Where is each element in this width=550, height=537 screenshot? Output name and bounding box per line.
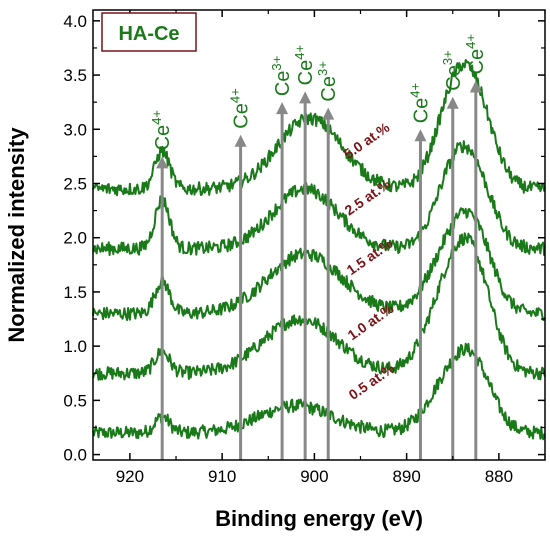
peak-label-element: Ce xyxy=(466,49,488,75)
peak-marker-arrowhead xyxy=(446,96,459,109)
series-label: 5.0 at.% xyxy=(341,119,393,162)
y-tick-label: 1.5 xyxy=(63,283,87,302)
peak-label: Ce4+ xyxy=(463,34,488,74)
peak-label: Ce4+ xyxy=(407,83,432,123)
peak-label-element: Ce xyxy=(410,98,432,124)
x-tick-label: 900 xyxy=(300,467,328,486)
peak-label-element: Ce xyxy=(152,125,174,151)
peak-marker-arrowhead xyxy=(234,134,247,147)
y-tick-label: 3.0 xyxy=(63,120,87,139)
series-line-4 xyxy=(92,140,546,256)
peak-marker-arrowhead xyxy=(322,107,335,120)
peak-marker-arrowhead xyxy=(276,102,289,115)
peak-label: Ce3+ xyxy=(269,56,294,96)
peak-label-element: Ce xyxy=(318,76,340,102)
y-axis-title: Normalized intensity xyxy=(4,127,29,343)
y-tick-label: 0.0 xyxy=(63,446,87,465)
peak-label-element: Ce xyxy=(231,103,253,129)
y-tick-label: 2.5 xyxy=(63,174,87,193)
inset-box-border xyxy=(101,12,197,52)
y-tick-label: 4.0 xyxy=(63,12,87,31)
peak-label-oxidation-state: 4+ xyxy=(463,34,478,49)
x-tick-label: 890 xyxy=(392,467,420,486)
peak-label-element: Ce xyxy=(295,60,317,86)
peak-label: Ce3+ xyxy=(440,50,465,90)
x-tick-label: 920 xyxy=(116,467,144,486)
series-label: 2.5 at.% xyxy=(342,175,394,218)
peak-label-oxidation-state: 4+ xyxy=(407,83,422,98)
y-tick-label: 1.0 xyxy=(63,337,87,356)
peak-marker-arrowhead xyxy=(469,80,482,93)
peak-marker-arrowhead xyxy=(414,129,427,142)
series-line-2 xyxy=(92,232,546,381)
peak-label-oxidation-state: 3+ xyxy=(315,61,330,76)
inset-title: HA-Ce xyxy=(118,23,179,45)
series-line-5 xyxy=(92,59,546,197)
peak-label-oxidation-state: 4+ xyxy=(149,110,164,125)
y-tick-label: 3.5 xyxy=(63,66,87,85)
peak-label: Ce4+ xyxy=(292,45,317,85)
series-group xyxy=(92,59,546,441)
inset-legend-box: HA-Ce xyxy=(101,12,197,52)
peak-marker-arrowhead xyxy=(156,156,169,169)
x-tick-label: 880 xyxy=(485,467,513,486)
peak-label-element: Ce xyxy=(272,71,294,97)
axis-group: 920 910 900 890 880 0.0 0.5 1.0 1.5 2.0 2.5 3.0 3.5 4… xyxy=(63,10,546,486)
peak-label-oxidation-state: 4+ xyxy=(292,45,307,60)
peak-label-element: Ce xyxy=(443,65,465,91)
peak-label-oxidation-state: 4+ xyxy=(228,88,243,103)
y-tick-label: 0.5 xyxy=(63,391,87,410)
series-line-1 xyxy=(92,342,546,441)
x-axis-title: Binding energy (eV) xyxy=(215,506,423,531)
peak-label: Ce4+ xyxy=(228,88,253,128)
peak-label-oxidation-state: 3+ xyxy=(269,56,284,71)
peak-label: Ce3+ xyxy=(315,61,340,101)
y-tick-label: 2.0 xyxy=(63,229,87,248)
peak-label-oxidation-state: 3+ xyxy=(440,50,455,65)
series-line-3 xyxy=(92,207,546,322)
plot-frame xyxy=(92,9,546,461)
peak-marker-group: Ce4+ Ce4+ Ce3+ Ce4+Ce3+Ce4+ Ce3+ Ce4+ xyxy=(149,34,488,460)
peak-marker-arrowhead xyxy=(299,91,312,104)
peak-label: Ce4+ xyxy=(149,110,174,150)
x-tick-label: 910 xyxy=(208,467,236,486)
